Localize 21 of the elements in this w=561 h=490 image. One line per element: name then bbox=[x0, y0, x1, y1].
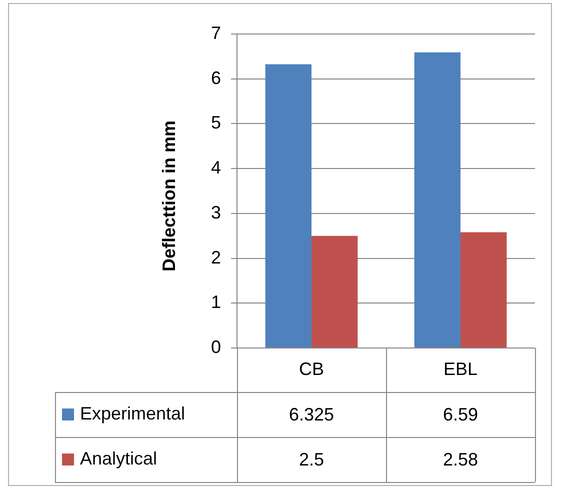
x-tick-label: CB bbox=[298, 358, 324, 379]
bar bbox=[265, 64, 312, 348]
bar bbox=[312, 236, 358, 348]
y-tick-label: 2 bbox=[210, 247, 221, 268]
data-label: 2.58 bbox=[442, 449, 478, 470]
y-tick-label: 0 bbox=[210, 336, 221, 357]
y-tick-label: 4 bbox=[210, 158, 221, 178]
y-tick-label: 6 bbox=[210, 68, 221, 88]
y-tick-label: 1 bbox=[210, 292, 221, 312]
legend-label: Analytical bbox=[80, 448, 158, 468]
y-tick-label: 7 bbox=[210, 22, 221, 43]
data-label: 6.325 bbox=[288, 404, 334, 424]
bar bbox=[414, 52, 460, 348]
data-label: 6.59 bbox=[442, 404, 478, 424]
x-tick-label: EBL bbox=[443, 358, 478, 379]
y-tick-label: 5 bbox=[210, 112, 221, 133]
y-axis-title: Deflecttion in mm bbox=[158, 120, 179, 272]
y-tick-label: 3 bbox=[210, 202, 221, 222]
data-label: 2.5 bbox=[298, 449, 324, 470]
bar bbox=[460, 232, 507, 348]
legend-label: Experimental bbox=[80, 403, 186, 424]
